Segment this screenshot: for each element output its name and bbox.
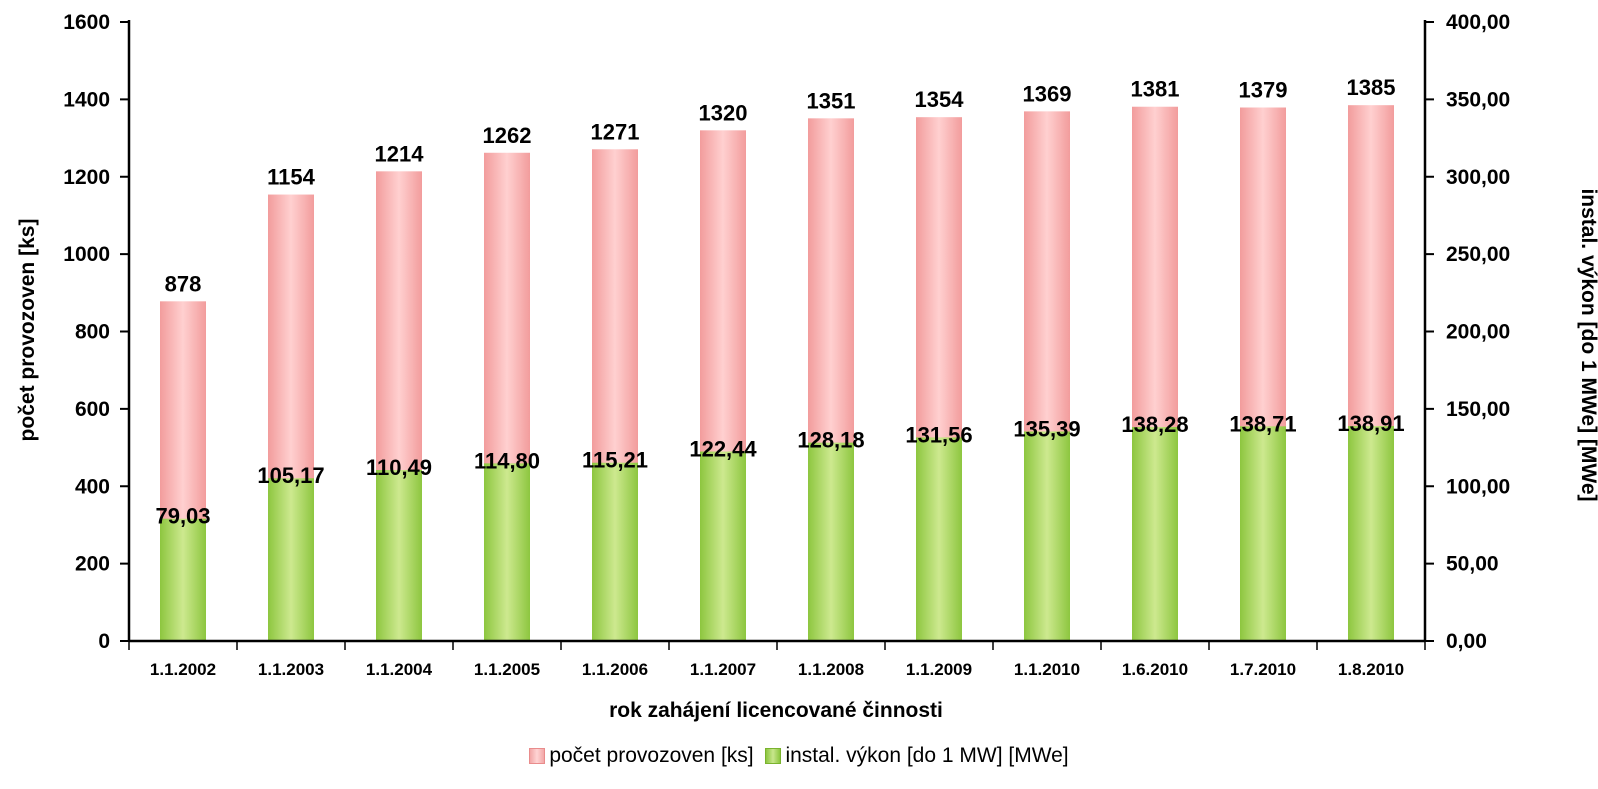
data-label-power-0: 79,03 [155, 504, 210, 529]
legend-item-power: instal. výkon [do 1 MW] [MWe] [765, 744, 1068, 768]
data-label-power-3: 114,80 [474, 448, 540, 473]
legend-label-count: počet provozoven [ks] [549, 744, 753, 768]
legend-item-count: počet provozoven [ks] [529, 744, 753, 768]
legend: počet provozoven [ks] instal. výkon [do … [0, 744, 1598, 770]
data-label-count-8: 1369 [1023, 81, 1072, 106]
data-label-power-9: 138,28 [1121, 412, 1188, 437]
x-tick-label-7: 1.1.2009 [906, 660, 972, 679]
bar-power-6 [808, 443, 854, 641]
data-label-power-11: 138,91 [1337, 411, 1404, 436]
chart: 1.1.2002 1.1.2003 1.1.2004 1.1.2005 1.1.2006… [0, 0, 1598, 740]
x-tick-label-3: 1.1.2005 [474, 660, 540, 679]
x-tick-label-2: 1.1.2004 [366, 660, 433, 679]
legend-swatch-green [765, 748, 781, 764]
bar-power-1 [268, 478, 314, 641]
y-tick-label-left-2: 400 [75, 475, 110, 498]
data-label-count-3: 1262 [483, 123, 532, 148]
y-tick-label-right-7: 350,00 [1446, 88, 1510, 111]
data-label-power-5: 122,44 [689, 437, 757, 462]
y-tick-label-right-2: 100,00 [1446, 475, 1510, 498]
data-label-power-8: 135,39 [1013, 416, 1080, 441]
data-label-count-11: 1385 [1347, 75, 1396, 100]
y-tick-label-left-4: 800 [75, 321, 110, 344]
bar-power-3 [484, 463, 530, 641]
data-label-count-1: 1154 [267, 165, 315, 190]
data-label-power-4: 115,21 [582, 448, 648, 473]
data-label-power-10: 138,71 [1229, 411, 1296, 436]
data-label-count-0: 878 [165, 271, 202, 296]
bar-power-9 [1132, 427, 1178, 641]
bar-power-4 [592, 463, 638, 641]
x-tick-label-5: 1.1.2007 [690, 660, 756, 679]
x-tick-label-9: 1.6.2010 [1122, 660, 1188, 679]
y-tick-label-right-1: 50,00 [1446, 553, 1499, 576]
x-tick-label-10: 1.7.2010 [1230, 660, 1296, 679]
data-label-count-2: 1214 [375, 141, 425, 166]
data-label-count-7: 1354 [915, 87, 965, 112]
data-label-power-7: 131,56 [905, 422, 972, 447]
y-tick-label-left-1: 200 [75, 553, 110, 576]
y-tick-label-left-6: 1200 [63, 166, 110, 189]
y-tick-label-right-4: 200,00 [1446, 321, 1510, 344]
data-label-count-9: 1381 [1131, 77, 1180, 102]
bar-power-11 [1348, 426, 1394, 641]
legend-swatch-pink [529, 748, 545, 764]
data-label-power-2: 110,49 [366, 455, 432, 480]
y-tick-label-left-8: 1600 [63, 11, 110, 34]
y-axis-title-right: instal. výkon [do 1 MWe] [MWe] [1577, 188, 1598, 501]
y-tick-label-right-6: 300,00 [1446, 166, 1510, 189]
bar-power-0 [160, 519, 206, 641]
bar-power-7 [916, 437, 962, 641]
x-tick-label-1: 1.1.2003 [258, 660, 324, 679]
x-tick-label-11: 1.8.2010 [1338, 660, 1404, 679]
data-label-count-10: 1379 [1239, 77, 1288, 102]
bar-power-2 [376, 470, 422, 641]
data-label-count-4: 1271 [591, 119, 640, 144]
legend-label-power: instal. výkon [do 1 MW] [MWe] [785, 744, 1068, 768]
x-tick-label-6: 1.1.2008 [798, 660, 864, 679]
data-label-count-5: 1320 [699, 100, 748, 125]
y-tick-label-left-0: 0 [98, 630, 110, 653]
y-tick-label-right-5: 250,00 [1446, 243, 1510, 266]
y-tick-label-right-0: 0,00 [1446, 630, 1487, 653]
y-tick-label-right-8: 400,00 [1446, 11, 1510, 34]
x-tick-label-0: 1.1.2002 [150, 660, 216, 679]
y-tick-label-right-3: 150,00 [1446, 398, 1510, 421]
data-label-power-1: 105,17 [257, 463, 324, 488]
y-axis-title-left: počet provozoven [ks] [16, 219, 39, 442]
data-label-power-6: 128,18 [797, 428, 864, 453]
bar-power-8 [1024, 431, 1070, 641]
x-axis-title: rok zahájení licencované činnosti [609, 699, 943, 722]
x-tick-label-8: 1.1.2010 [1014, 660, 1080, 679]
y-tick-label-left-3: 600 [75, 398, 110, 421]
y-tick-label-left-5: 1000 [63, 243, 110, 266]
bar-power-5 [700, 452, 746, 641]
y-tick-label-left-7: 1400 [63, 88, 110, 111]
x-tick-label-4: 1.1.2006 [582, 660, 648, 679]
bar-power-10 [1240, 426, 1286, 641]
data-label-count-6: 1351 [807, 88, 856, 113]
